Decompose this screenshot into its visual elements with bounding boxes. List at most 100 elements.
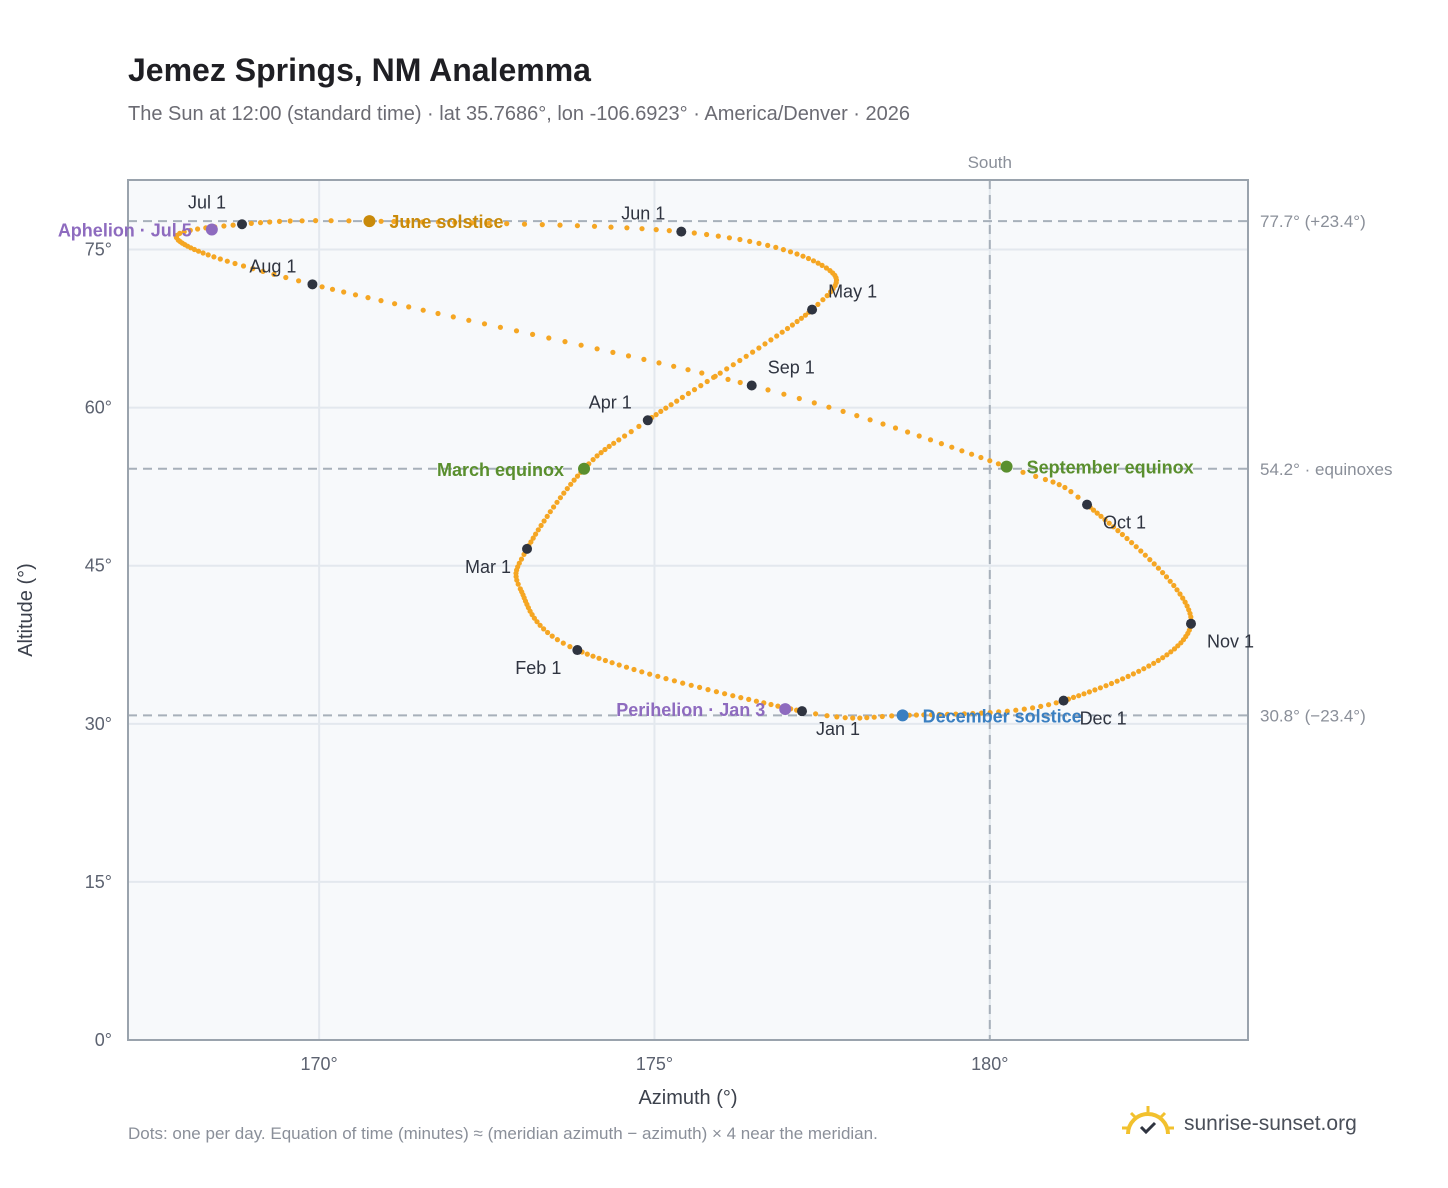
day-dot — [1086, 689, 1092, 695]
day-dot — [248, 220, 254, 226]
event-dot — [363, 215, 376, 228]
day-dot — [537, 622, 543, 628]
day-dot — [1092, 687, 1098, 693]
day-dot — [616, 662, 622, 668]
month-start-label: Mar 1 — [465, 557, 511, 577]
day-dot — [691, 387, 698, 393]
day-dot — [850, 715, 856, 721]
day-dot — [450, 314, 456, 320]
day-dot — [547, 509, 553, 515]
day-dot — [705, 687, 711, 693]
day-dot — [671, 678, 678, 684]
day-dot — [840, 408, 846, 414]
day-dot — [639, 226, 645, 232]
day-dot — [668, 402, 674, 408]
day-dot — [283, 274, 289, 281]
day-dot — [541, 518, 547, 524]
day-dot — [544, 513, 550, 520]
day-dot — [1021, 706, 1027, 712]
month-start-label: Nov 1 — [1207, 632, 1254, 652]
day-dot — [610, 349, 616, 355]
day-dot — [750, 349, 756, 355]
day-dot — [779, 329, 785, 335]
day-dot — [328, 218, 334, 224]
plot-frame — [127, 179, 1249, 1041]
day-dot — [936, 711, 943, 718]
day-dot — [319, 284, 325, 290]
day-dot — [1097, 685, 1103, 691]
brand-name: sunrise-sunset.org — [1184, 1112, 1357, 1135]
day-dot — [724, 366, 730, 372]
month-start-label: May 1 — [828, 282, 877, 302]
day-dot — [535, 527, 541, 533]
day-dot — [680, 680, 686, 686]
day-dot — [530, 535, 536, 541]
event-dot — [779, 703, 792, 716]
day-dot — [725, 376, 731, 382]
day-dot — [224, 258, 230, 264]
x-tick-label: 170° — [301, 1054, 338, 1074]
day-dot — [299, 218, 305, 224]
day-dot — [578, 342, 584, 348]
day-dot — [789, 322, 796, 328]
day-dot — [970, 710, 976, 717]
day-dot — [1053, 700, 1059, 706]
day-dot — [743, 353, 749, 359]
day-dot — [392, 301, 398, 307]
day-dot — [712, 373, 718, 379]
day-dot — [880, 421, 886, 427]
day-dot — [1160, 570, 1166, 576]
day-dot — [1033, 473, 1039, 479]
day-dot — [653, 412, 659, 418]
month-start-dot — [1082, 499, 1093, 510]
day-dot — [195, 248, 202, 254]
day-dot — [796, 395, 802, 402]
day-dot — [867, 417, 873, 423]
day-dot — [549, 633, 555, 639]
day-dot — [1174, 587, 1180, 593]
day-dot — [352, 292, 359, 298]
day-dot — [1020, 469, 1026, 475]
day-dot — [639, 669, 645, 675]
day-dot — [987, 710, 993, 716]
day-dot — [211, 254, 217, 260]
day-dot — [913, 712, 920, 718]
day-dot — [1125, 673, 1131, 680]
day-dot — [1142, 552, 1148, 558]
day-dot — [802, 312, 809, 318]
day-dot — [823, 265, 830, 271]
month-start-label: Aug 1 — [249, 256, 296, 276]
day-dot — [1136, 668, 1142, 674]
day-dot — [378, 218, 384, 224]
chart-title: Jemez Springs, NM Analemma — [128, 52, 591, 88]
day-dot — [516, 560, 522, 566]
day-dot — [541, 626, 547, 632]
day-dot — [905, 429, 911, 435]
event-markers: June solstice March equinox September equi… — [58, 212, 1194, 726]
day-dot — [530, 331, 536, 337]
day-dot — [1076, 693, 1082, 699]
day-dot — [794, 318, 800, 325]
day-dot — [697, 684, 703, 691]
day-dot — [810, 258, 817, 264]
day-dot — [1114, 678, 1120, 684]
day-dot — [486, 220, 492, 226]
day-dot — [827, 268, 833, 274]
day-dot — [1056, 482, 1062, 488]
day-dot — [685, 367, 691, 373]
reference-line-label: 54.2° · equinoxes — [1260, 460, 1393, 479]
day-dot — [200, 250, 206, 256]
brand[interactable]: sunrise-sunset.org — [1120, 1102, 1357, 1146]
day-dot — [857, 715, 863, 721]
month-start-dot — [522, 543, 533, 554]
day-dot — [1147, 557, 1153, 563]
day-dot — [557, 222, 563, 228]
month-start-dot — [642, 415, 653, 426]
day-dot — [655, 673, 661, 679]
month-start-dot — [746, 380, 757, 391]
day-dot — [996, 709, 1002, 715]
day-dot — [378, 298, 384, 304]
day-dot — [949, 444, 955, 450]
month-start-label: Apr 1 — [589, 392, 632, 412]
day-dot — [722, 691, 728, 697]
